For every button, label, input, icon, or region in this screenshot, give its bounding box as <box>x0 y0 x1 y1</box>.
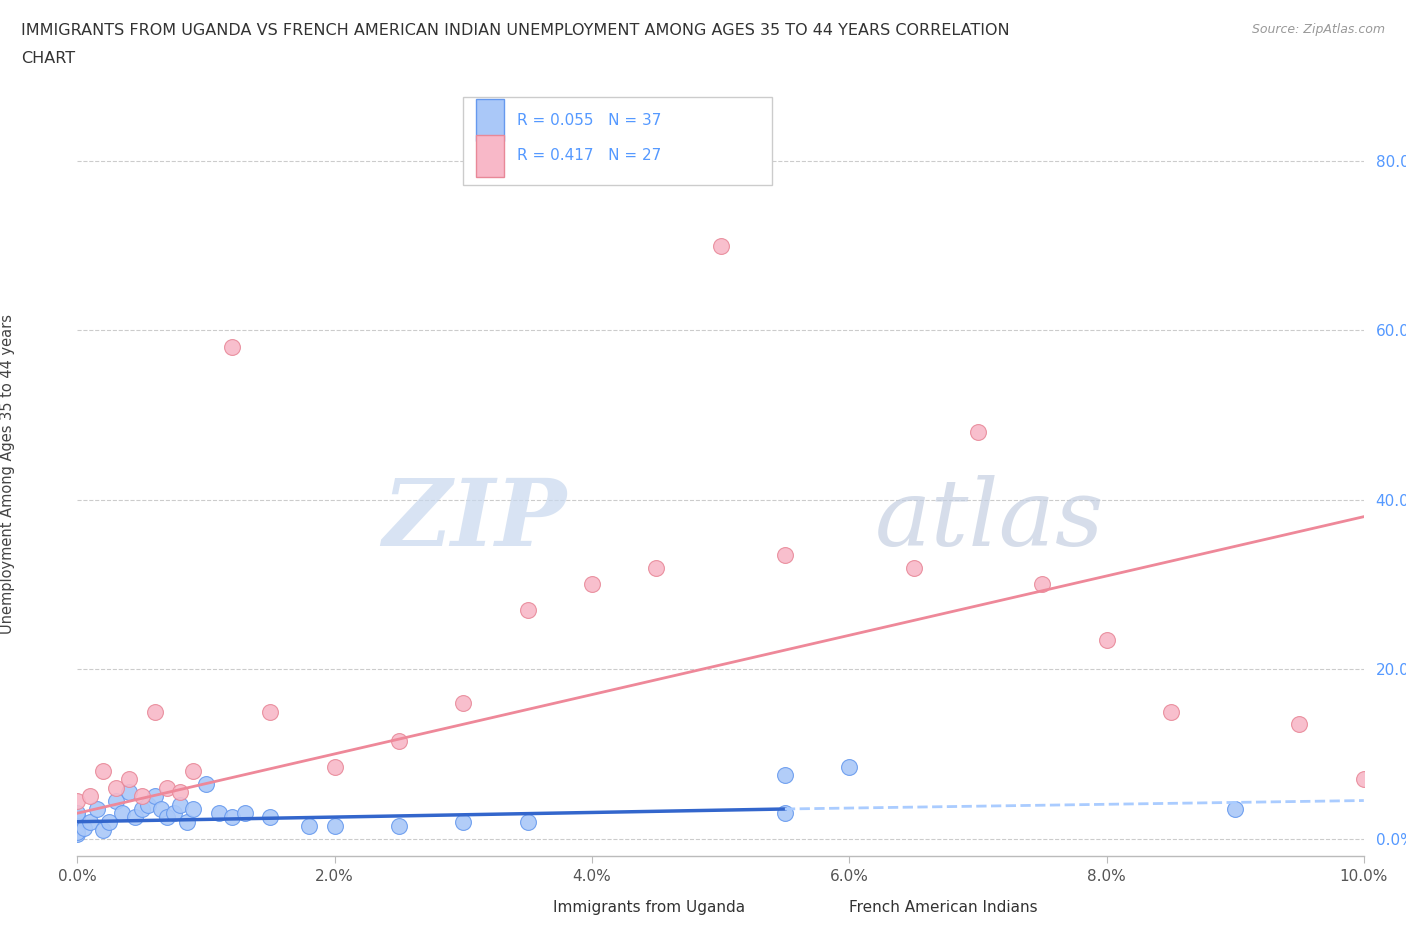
Point <box>79 789 101 804</box>
Text: IMMIGRANTS FROM UGANDA VS FRENCH AMERICAN INDIAN UNEMPLOYMENT AMONG AGES 35 TO 4: IMMIGRANTS FROM UGANDA VS FRENCH AMERICA… <box>21 23 1010 38</box>
Point <box>143 704 166 719</box>
Point <box>645 560 668 575</box>
Point <box>195 777 218 791</box>
Text: CHART: CHART <box>21 51 75 66</box>
Point <box>710 238 733 253</box>
Point <box>86 802 108 817</box>
Point <box>169 785 191 800</box>
Text: French American Indians: French American Indians <box>849 900 1038 915</box>
Text: Source: ZipAtlas.com: Source: ZipAtlas.com <box>1251 23 1385 36</box>
Point <box>66 827 89 842</box>
Point <box>66 810 89 825</box>
Point <box>1288 717 1310 732</box>
FancyBboxPatch shape <box>464 97 772 184</box>
Point <box>66 793 89 808</box>
Point <box>176 815 198 830</box>
Point <box>66 824 89 839</box>
Point <box>516 815 538 830</box>
Point <box>124 810 146 825</box>
Point <box>773 805 796 820</box>
Point <box>838 759 860 774</box>
Point <box>111 805 134 820</box>
Point <box>91 823 114 838</box>
Point <box>156 810 179 825</box>
Point <box>773 548 796 563</box>
Point <box>143 789 166 804</box>
Point <box>221 810 243 825</box>
Point <box>903 560 925 575</box>
Point <box>169 797 191 812</box>
Point <box>98 815 121 830</box>
Point <box>1095 632 1118 647</box>
Point <box>136 797 159 812</box>
Point <box>388 734 411 749</box>
Point <box>156 780 179 795</box>
Point <box>181 802 204 817</box>
Point <box>149 802 172 817</box>
FancyBboxPatch shape <box>517 892 546 923</box>
Point <box>131 802 153 817</box>
Point <box>221 339 243 354</box>
Point <box>773 767 796 782</box>
Point <box>131 789 153 804</box>
Point <box>453 696 475 711</box>
Text: ZIP: ZIP <box>382 475 567 565</box>
Text: atlas: atlas <box>875 475 1105 565</box>
Point <box>104 793 127 808</box>
Point <box>79 815 101 830</box>
Point <box>388 818 411 833</box>
Point <box>581 577 603 591</box>
Point <box>453 815 475 830</box>
Point <box>118 772 141 787</box>
Point <box>73 821 96 836</box>
Point <box>1160 704 1182 719</box>
Point <box>66 805 89 820</box>
Point <box>516 603 538 618</box>
FancyBboxPatch shape <box>477 135 505 177</box>
Text: R = 0.055   N = 37: R = 0.055 N = 37 <box>517 113 662 127</box>
FancyBboxPatch shape <box>813 892 842 923</box>
Y-axis label: Unemployment Among Ages 35 to 44 years: Unemployment Among Ages 35 to 44 years <box>0 314 15 634</box>
Point <box>259 810 281 825</box>
Point <box>1031 577 1053 591</box>
Point <box>104 780 127 795</box>
Point <box>233 805 256 820</box>
Point <box>163 805 186 820</box>
Text: Immigrants from Uganda: Immigrants from Uganda <box>554 900 745 915</box>
Point <box>967 424 990 439</box>
FancyBboxPatch shape <box>477 100 505 141</box>
Point <box>1225 802 1247 817</box>
Point <box>118 785 141 800</box>
Point <box>259 704 281 719</box>
Point <box>66 818 89 833</box>
Text: R = 0.417   N = 27: R = 0.417 N = 27 <box>517 149 662 164</box>
Point <box>323 818 346 833</box>
Point <box>298 818 321 833</box>
Point <box>208 805 231 820</box>
Point <box>323 759 346 774</box>
Point <box>1353 772 1375 787</box>
Point <box>181 764 204 778</box>
Point <box>91 764 114 778</box>
